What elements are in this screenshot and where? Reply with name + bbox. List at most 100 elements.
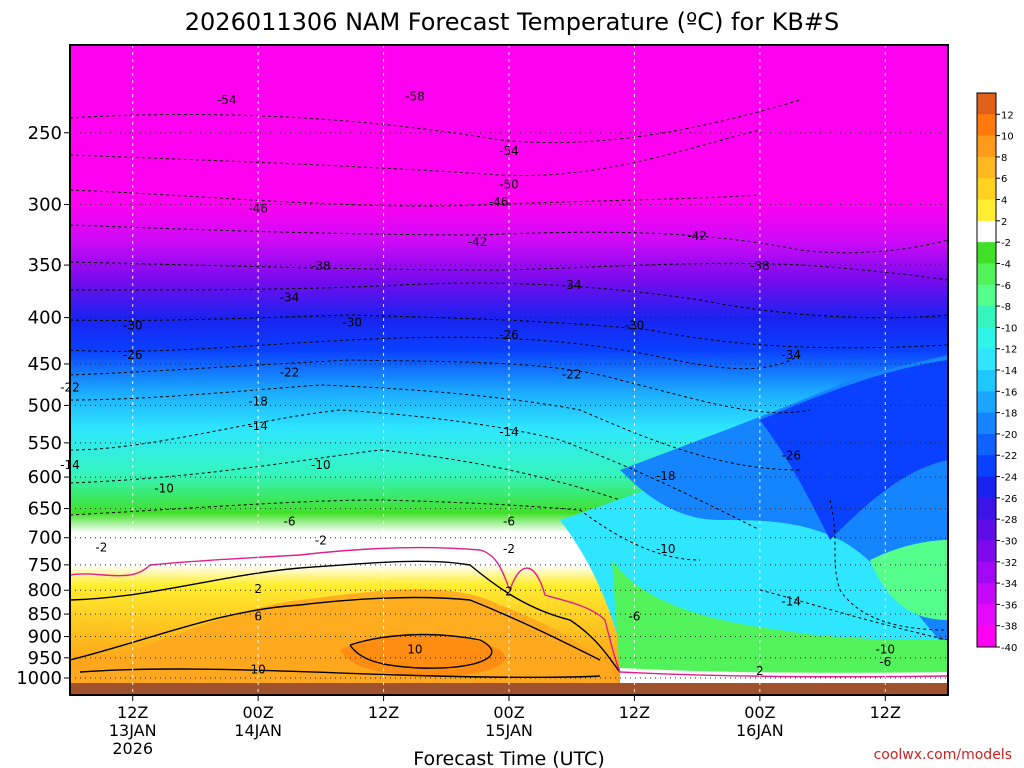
contour-label: -30 bbox=[625, 318, 645, 332]
contour-label: -2 bbox=[315, 534, 327, 548]
colorbar-tick-label: -26 bbox=[1001, 494, 1017, 505]
contour-label: -34 bbox=[781, 348, 801, 362]
x-tick-label: 15JAN bbox=[485, 721, 533, 740]
y-tick-label: 550 bbox=[28, 433, 62, 454]
contour-label: 2 bbox=[254, 582, 262, 596]
colorbar-tick-label: -40 bbox=[1001, 643, 1017, 654]
colorbar-tick-label: 6 bbox=[1001, 174, 1007, 185]
contour-label: -46 bbox=[489, 195, 509, 209]
x-tick-label: 00Z bbox=[242, 703, 273, 722]
contour-label: 10 bbox=[407, 642, 422, 656]
contour-label: -54 bbox=[499, 144, 519, 158]
y-tick-label: 900 bbox=[28, 627, 62, 648]
contour-label: -54 bbox=[217, 93, 237, 107]
colorbar-swatch bbox=[977, 327, 996, 350]
colorbar-tick-label: -20 bbox=[1001, 430, 1017, 441]
contour-label: -10 bbox=[656, 542, 676, 556]
mid-level-green-right bbox=[870, 540, 948, 620]
colorbar-tick-label: -22 bbox=[1001, 451, 1017, 462]
x-axis-label: Forecast Time (UTC) bbox=[413, 748, 604, 768]
y-tick-label: 950 bbox=[28, 648, 62, 669]
colorbar-tick-label: -4 bbox=[1001, 259, 1011, 270]
contour-label: -22 bbox=[562, 367, 582, 381]
colorbar-swatch bbox=[977, 199, 996, 222]
x-tick-label: 12Z bbox=[368, 703, 399, 722]
contour-label: -2 bbox=[503, 542, 515, 556]
contour-label: -2 bbox=[95, 541, 107, 555]
colorbar-tick-label: -10 bbox=[1001, 323, 1017, 334]
colorbar-swatch bbox=[977, 178, 996, 201]
colorbar-swatch bbox=[977, 220, 996, 243]
colorbar-swatch bbox=[977, 412, 996, 435]
contour-label: 10 bbox=[251, 662, 266, 676]
chart-title: 2026011306 NAM Forecast Temperature (ºC)… bbox=[185, 8, 839, 36]
colorbar-swatch bbox=[977, 433, 996, 456]
colorbar-swatch bbox=[977, 284, 996, 307]
y-tick-label: 650 bbox=[28, 499, 62, 520]
contour-label: -34 bbox=[280, 290, 300, 304]
contour-label: -18 bbox=[248, 394, 268, 408]
colorbar-swatch bbox=[977, 519, 996, 541]
colorbar-tick-label: -8 bbox=[1001, 302, 1011, 313]
colorbar-swatch bbox=[977, 625, 996, 648]
colorbar-tick-label: -28 bbox=[1001, 515, 1017, 526]
contour-label: -34 bbox=[562, 278, 582, 292]
y-tick-label: 700 bbox=[28, 528, 62, 549]
contour-label: -30 bbox=[342, 316, 362, 330]
colorbar-tick-label: -34 bbox=[1001, 579, 1017, 590]
contour-label: -6 bbox=[503, 515, 515, 529]
colorbar-tick-label: -30 bbox=[1001, 536, 1017, 547]
colorbar-tick-label: 10 bbox=[1001, 132, 1014, 143]
colorbar-swatch bbox=[977, 476, 996, 499]
contour-label: -38 bbox=[311, 259, 331, 273]
contour-label: -6 bbox=[284, 515, 296, 529]
contour-label: -50 bbox=[499, 177, 519, 191]
colorbar-swatch bbox=[977, 391, 996, 414]
x-tick-label: 14JAN bbox=[234, 721, 282, 740]
colorbar: 12 10 8 6 4 2 -2 -4 -6 -8 -10 -12 -14 -16 -18 -20 -22 -24… bbox=[976, 92, 1017, 654]
colorbar-swatch bbox=[977, 156, 996, 179]
x-tick-label: 12Z bbox=[117, 703, 148, 722]
warm-contours bbox=[70, 560, 621, 679]
colorbar-swatch bbox=[977, 540, 996, 563]
x-tick-label: 12Z bbox=[870, 703, 901, 722]
x-tick-label: 00Z bbox=[493, 703, 524, 722]
colorbar-swatch bbox=[977, 306, 996, 328]
colorbar-swatch bbox=[977, 604, 996, 627]
colorbar-swatch bbox=[977, 583, 996, 605]
contour-label: -38 bbox=[750, 259, 770, 273]
y-tick-label: 800 bbox=[28, 580, 62, 601]
colorbar-tick-label: 12 bbox=[1001, 110, 1014, 121]
colorbar-tick-label: -2 bbox=[1001, 238, 1011, 249]
contour-label: -26 bbox=[781, 449, 801, 463]
contour-label: -58 bbox=[405, 90, 425, 104]
contour-label: -22 bbox=[280, 366, 300, 380]
contour-label: -6 bbox=[879, 655, 891, 669]
contour-label: 2 bbox=[505, 585, 513, 599]
contour-label: -42 bbox=[468, 235, 488, 249]
colorbar-swatch bbox=[977, 561, 996, 584]
y-tick-label: 850 bbox=[28, 604, 62, 625]
grid-lines bbox=[70, 45, 948, 695]
y-tick-label: 750 bbox=[28, 555, 62, 576]
colorbar-tick-label: -16 bbox=[1001, 387, 1017, 398]
colorbar-swatch bbox=[977, 242, 996, 264]
colorbar-swatch bbox=[977, 135, 996, 158]
colorbar-swatch bbox=[977, 263, 996, 286]
colorbar-swatch bbox=[977, 348, 996, 371]
contour-label: 2 bbox=[756, 664, 764, 678]
contour-label: -14 bbox=[248, 419, 268, 433]
y-tick-label: 500 bbox=[28, 395, 62, 416]
contour-label: -46 bbox=[248, 201, 268, 215]
colorbar-tick-label: -12 bbox=[1001, 345, 1017, 356]
x-tick-label: 16JAN bbox=[736, 721, 784, 740]
y-tick-label: 400 bbox=[28, 308, 62, 329]
colorbar-tick-label: -14 bbox=[1001, 366, 1017, 377]
colorbar-tick-label: -6 bbox=[1001, 281, 1011, 292]
x-tick-label: 13JAN bbox=[109, 721, 157, 740]
y-tick-label: 300 bbox=[28, 194, 62, 215]
plot-frame bbox=[69, 44, 949, 696]
y-tick-label: 450 bbox=[28, 354, 62, 375]
colorbar-tick-label: -38 bbox=[1001, 622, 1017, 633]
